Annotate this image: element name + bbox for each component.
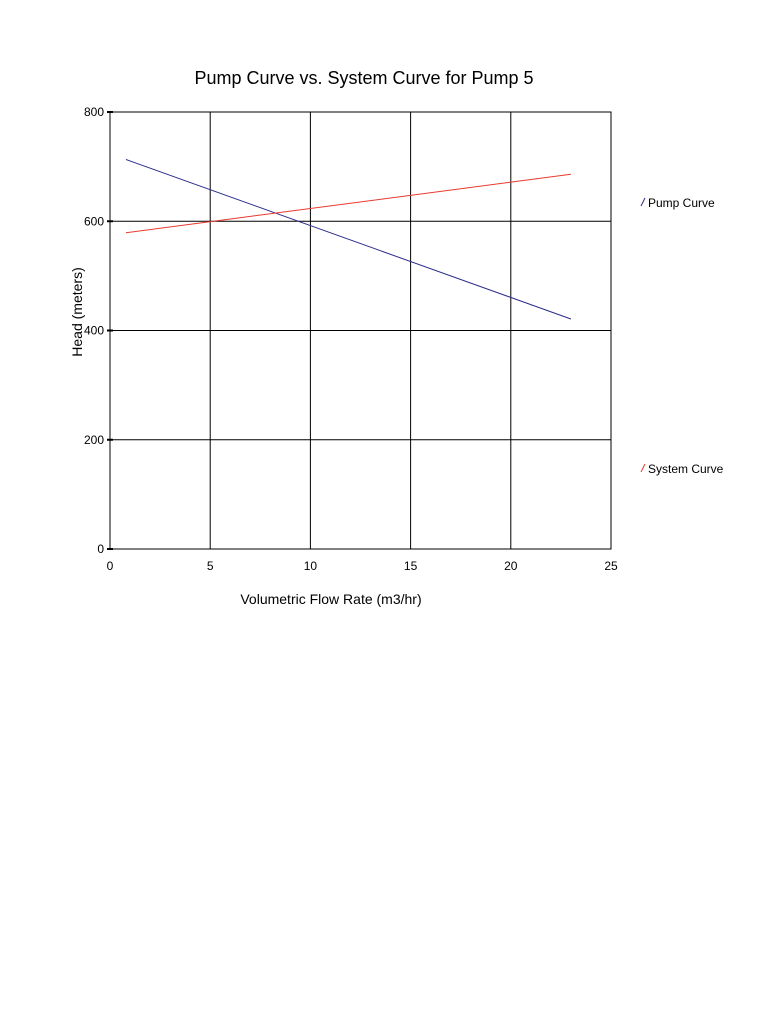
x-tick-label: 20 <box>504 559 518 573</box>
tick-labels: 0 5 10 15 20 25 0 200 400 600 800 <box>84 105 618 573</box>
y-tick-label: 800 <box>84 105 104 119</box>
y-axis-label: Head (meters) <box>69 267 85 356</box>
y-tick-label: 600 <box>84 214 104 228</box>
legend-label-system-curve: System Curve <box>648 462 724 476</box>
legend: Pump Curve System Curve <box>640 196 724 476</box>
x-tick-label: 5 <box>207 559 214 573</box>
series-line-pump-curve <box>125 159 572 320</box>
y-tick-label: 400 <box>84 324 104 338</box>
x-tick-label: 25 <box>604 559 618 573</box>
y-tick-label: 200 <box>84 433 104 447</box>
x-axis-label: Volumetric Flow Rate (m3/hr) <box>240 591 421 607</box>
legend-label-pump-curve: Pump Curve <box>648 196 715 210</box>
chart-title: Pump Curve vs. System Curve for Pump 5 <box>194 68 533 88</box>
series-layer <box>125 159 572 320</box>
x-tick-label: 10 <box>304 559 318 573</box>
series-line-system-curve <box>125 173 571 234</box>
x-tick-label: 15 <box>404 559 418 573</box>
x-tick-label: 0 <box>107 559 114 573</box>
y-tick-label: 0 <box>97 542 104 556</box>
grid-layer <box>107 111 612 550</box>
legend-swatch-system-curve <box>640 463 646 473</box>
legend-swatch-pump-curve <box>640 197 646 207</box>
